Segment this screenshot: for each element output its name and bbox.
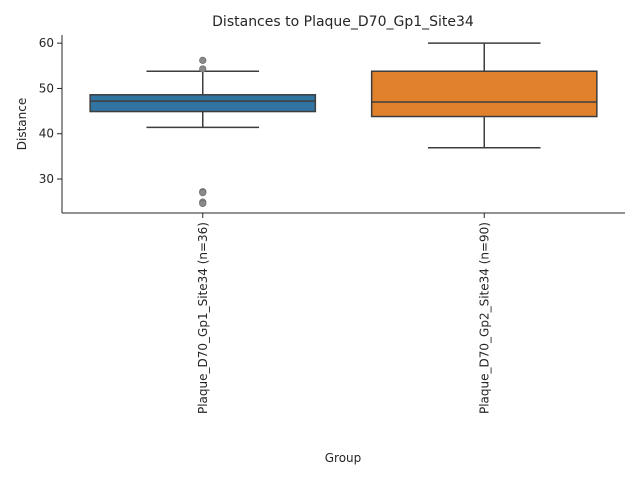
box <box>372 71 597 116</box>
y-axis-label: Distance <box>15 98 29 150</box>
box <box>90 95 315 112</box>
y-tick-label: 30 <box>39 172 54 186</box>
box-group <box>90 57 315 207</box>
y-ticks: 30 40 50 60 <box>39 36 62 186</box>
y-tick-label: 50 <box>39 81 54 95</box>
x-tick-label: Plaque_D70_Gp2_Site34 (n=90) <box>477 222 491 414</box>
y-tick-label: 60 <box>39 36 54 50</box>
x-ticks: Plaque_D70_Gp1_Site34 (n=36) Plaque_D70_G… <box>196 213 492 414</box>
outlier-point <box>200 66 206 72</box>
y-tick-label: 40 <box>39 127 54 141</box>
outlier-point <box>200 57 206 63</box>
outlier-point <box>200 189 206 195</box>
box-plot-chart: Distances to Plaque_D70_Gp1_Site34 30 40 5… <box>0 0 640 480</box>
chart-title: Distances to Plaque_D70_Gp1_Site34 <box>212 14 474 30</box>
plot-area <box>90 43 597 207</box>
x-axis-label: Group <box>325 451 362 465</box>
x-tick-label: Plaque_D70_Gp1_Site34 (n=36) <box>196 222 210 414</box>
box-group <box>372 43 597 148</box>
outlier-point <box>200 200 206 206</box>
